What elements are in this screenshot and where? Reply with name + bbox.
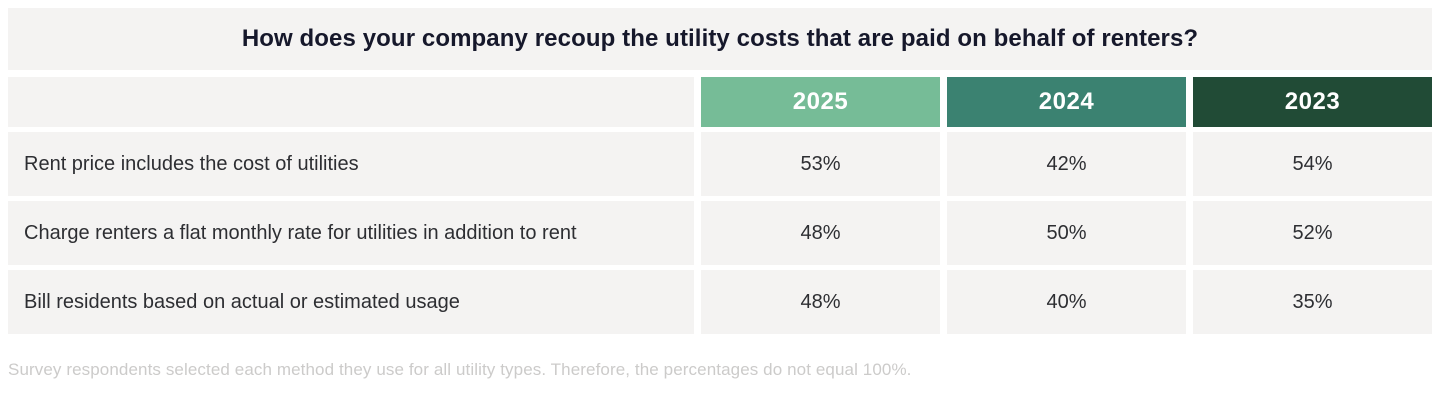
value-rent-includes-2023: 54%	[1193, 132, 1432, 196]
value-bill-usage-2025: 48%	[701, 270, 940, 334]
column-header-2025: 2025	[701, 77, 940, 127]
value-flat-rate-2024: 50%	[947, 201, 1186, 265]
survey-table-container: How does your company recoup the utility…	[8, 8, 1432, 379]
value-rent-includes-2024: 42%	[947, 132, 1186, 196]
row-label-rent-includes-utilities: Rent price includes the cost of utilitie…	[8, 132, 694, 196]
row-label-flat-monthly-rate: Charge renters a flat monthly rate for u…	[8, 201, 694, 265]
value-flat-rate-2023: 52%	[1193, 201, 1432, 265]
value-rent-includes-2025: 53%	[701, 132, 940, 196]
table-footnote: Survey respondents selected each method …	[8, 360, 912, 379]
value-bill-usage-2024: 40%	[947, 270, 1186, 334]
column-header-2024: 2024	[947, 77, 1186, 127]
survey-results-table: 2025 2024 2023 Rent price includes the c…	[8, 77, 1432, 334]
value-flat-rate-2025: 48%	[701, 201, 940, 265]
table-title: How does your company recoup the utility…	[241, 25, 1199, 52]
value-bill-usage-2023: 35%	[1193, 270, 1432, 334]
table-title-band: How does your company recoup the utility…	[8, 8, 1432, 70]
row-label-bill-actual-usage: Bill residents based on actual or estima…	[8, 270, 694, 334]
column-header-2023: 2023	[1193, 77, 1432, 127]
header-spacer-cell	[8, 77, 694, 127]
